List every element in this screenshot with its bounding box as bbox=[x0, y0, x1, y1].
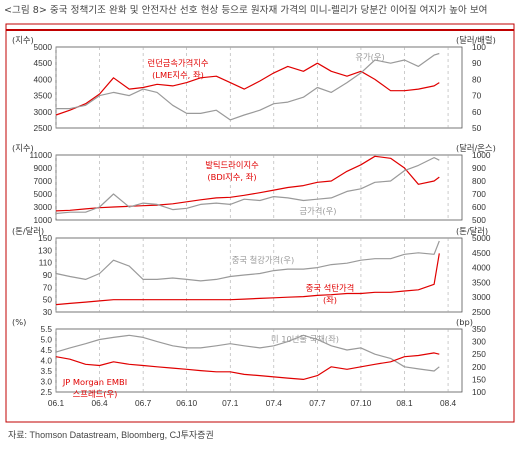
panel-4-left-tick-label: 5.5 bbox=[40, 324, 52, 334]
x-tick-label: 07.7 bbox=[309, 398, 326, 408]
panel-3-right-unit: (톤/달러) bbox=[456, 226, 488, 236]
panel-4-left-unit: (%) bbox=[12, 317, 26, 327]
panel-3-right-tick-label: 4000 bbox=[472, 263, 491, 273]
panel-4-right-tick-label: 200 bbox=[472, 362, 486, 372]
series-label-3-1: 중국 철강가격(우) bbox=[232, 255, 295, 265]
panel-2-left-tick-label: 7000 bbox=[34, 176, 53, 186]
panel-3-left-tick-label: 130 bbox=[38, 245, 52, 255]
panel-3-left-tick-label: 30 bbox=[43, 307, 53, 317]
chart-title: <그림 8> 중국 정책기조 완화 및 안전자산 선호 현상 등으로 원자재 가… bbox=[4, 5, 488, 16]
panel-4-right-tick-label: 350 bbox=[472, 324, 486, 334]
panel-1-left-tick-label: 5000 bbox=[34, 42, 53, 52]
panel-2-left-tick-label: 5000 bbox=[34, 189, 53, 199]
x-tick-label: 06.10 bbox=[176, 398, 197, 408]
panel-4-left-tick-label: 3.0 bbox=[40, 377, 52, 387]
series-label-4-2: JP Morgan EMBI bbox=[62, 377, 127, 387]
panel-3-plot-area bbox=[55, 237, 463, 313]
panel-1-right-tick-label: 60 bbox=[472, 107, 482, 117]
panel-3-left-tick-label: 50 bbox=[43, 295, 53, 305]
series-label-1-2: 유가(우) bbox=[355, 52, 384, 62]
series-line-1-2 bbox=[56, 52, 440, 121]
panel-4-left-tick-label: 5.0 bbox=[40, 335, 52, 345]
series-line-1-1 bbox=[55, 62, 440, 116]
series-label-3-2: (좌) bbox=[323, 295, 337, 305]
panel-2-right-unit: (달러/온스) bbox=[456, 143, 496, 153]
chart-frame bbox=[5, 23, 515, 423]
panel-4-right-tick-label: 300 bbox=[472, 337, 486, 347]
panel-3-right-tick-label: 5000 bbox=[472, 233, 491, 243]
panel-4-right-tick-label: 150 bbox=[472, 374, 486, 384]
series-line-3-1 bbox=[55, 240, 440, 282]
panel-4-left-tick-label: 2.5 bbox=[40, 387, 52, 397]
panel-3-left-tick-label: 150 bbox=[38, 233, 52, 243]
x-tick-label: 07.10 bbox=[351, 398, 372, 408]
panel-4-right-tick-label: 250 bbox=[472, 349, 486, 359]
series-label-2-1: (BDI지수, 좌) bbox=[207, 172, 256, 182]
panel-1-left-unit: (지수) bbox=[12, 35, 34, 45]
series-label-4-2: 스프레드(우) bbox=[73, 389, 118, 399]
panel-1-right-tick-label: 80 bbox=[472, 74, 482, 84]
x-tick-label: 08.4 bbox=[440, 398, 457, 408]
series-label-3-2: 중국 석탄가격 bbox=[306, 283, 354, 293]
panel-1-plot-area bbox=[55, 46, 463, 129]
panel-2-left-tick-label: 9000 bbox=[34, 163, 53, 173]
x-tick-label: 06.4 bbox=[91, 398, 108, 408]
panel-3-left-tick-label: 110 bbox=[39, 258, 53, 268]
panel-2-right-tick-label: 500 bbox=[472, 215, 486, 225]
panel-2-right-tick-label: 900 bbox=[472, 163, 486, 173]
panel-4-left-tick-label: 4.5 bbox=[40, 345, 52, 355]
panel-4-left-tick-label: 3.5 bbox=[40, 366, 52, 376]
panel-4-right-unit: (bp) bbox=[456, 317, 473, 327]
series-line-2-1 bbox=[55, 155, 440, 212]
series-line-4-1 bbox=[55, 334, 440, 372]
panel-3-left-tick-label: 70 bbox=[43, 282, 53, 292]
panel-3-right-tick-label: 3500 bbox=[472, 277, 491, 287]
x-tick-label: 07.1 bbox=[222, 398, 239, 408]
series-line-4-2 bbox=[55, 352, 440, 380]
panel-1-right-tick-label: 50 bbox=[472, 123, 482, 133]
panel-2-right-tick-label: 700 bbox=[472, 189, 486, 199]
panel-3-left-tick-label: 90 bbox=[43, 270, 53, 280]
panel-1-left-tick-label: 4500 bbox=[34, 58, 53, 68]
panel-2-right-tick-label: 800 bbox=[472, 176, 486, 186]
panel-2-right-tick-label: 1000 bbox=[472, 150, 491, 160]
panel-3-right-tick-label: 3000 bbox=[472, 292, 491, 302]
panel-4-left-tick-label: 4.0 bbox=[40, 356, 52, 366]
series-label-1-1: 런던금속가격지수 bbox=[147, 58, 208, 68]
x-tick-label: 07.4 bbox=[266, 398, 283, 408]
panel-3-right-tick-label: 4500 bbox=[472, 248, 491, 258]
panel-4-right-tick-label: 100 bbox=[472, 387, 486, 397]
panel-3-left-unit: (톤/달러) bbox=[12, 226, 44, 236]
panel-2-left-tick-label: 11000 bbox=[30, 150, 53, 160]
series-label-4-1: 미 10년물 국채(좌) bbox=[271, 334, 339, 344]
series-line-3-2 bbox=[55, 253, 440, 306]
series-label-2-2: 금가격(우) bbox=[299, 206, 336, 216]
panel-1-left-tick-label: 2500 bbox=[34, 123, 53, 133]
panel-1-right-tick-label: 70 bbox=[472, 91, 482, 101]
series-label-1-1: (LME지수, 좌) bbox=[152, 70, 204, 80]
source-note: 자료: Thomson Datastream, Bloomberg, CJ투자증… bbox=[8, 430, 214, 440]
panel-1-right-tick-label: 90 bbox=[472, 58, 482, 68]
series-label-2-1: 발틱드라이지수 bbox=[205, 160, 259, 170]
panel-1-right-unit: (달러/배럴) bbox=[456, 35, 496, 45]
panel-1-right-tick-label: 100 bbox=[472, 42, 486, 52]
panel-1-left-tick-label: 3500 bbox=[34, 91, 53, 101]
panel-2-left-tick-label: 1000 bbox=[34, 215, 53, 225]
panel-1-left-tick-label: 3000 bbox=[34, 107, 53, 117]
panel-3-right-tick-label: 2500 bbox=[472, 307, 491, 317]
panel-2-plot-area bbox=[55, 154, 463, 221]
panel-2-left-tick-label: 3000 bbox=[34, 202, 53, 212]
x-tick-label: 06.7 bbox=[135, 398, 152, 408]
x-tick-label: 06.1 bbox=[48, 398, 65, 408]
series-line-2-2 bbox=[55, 157, 440, 215]
panel-2-left-unit: (지수) bbox=[12, 143, 34, 153]
x-tick-label: 08.1 bbox=[396, 398, 413, 408]
panel-2-right-tick-label: 600 bbox=[472, 202, 486, 212]
panel-1-left-tick-label: 4000 bbox=[34, 74, 53, 84]
